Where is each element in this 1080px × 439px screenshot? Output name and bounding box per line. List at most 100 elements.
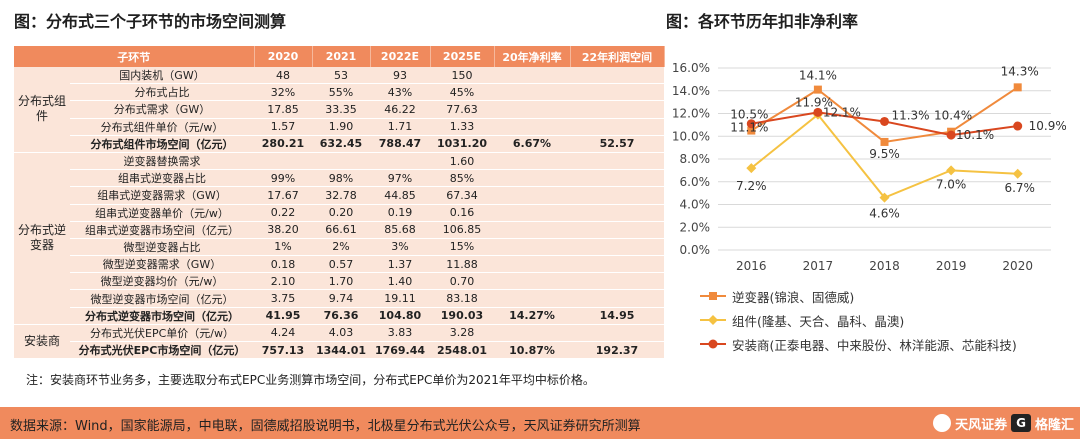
table-cell: 97%: [370, 169, 430, 188]
table-cell: 11.88: [430, 255, 494, 274]
table-cell: 98%: [312, 169, 370, 188]
row-label: 微型逆变器需求（GW）: [70, 255, 254, 274]
table-cell: 0.20: [312, 204, 370, 222]
row-label: 逆变器替换需求: [70, 152, 254, 171]
table-cell: 93: [370, 67, 430, 85]
table-row: 微型逆变器市场空间（亿元） 3.75 9.74 19.11 83.18: [14, 289, 664, 308]
table-cell: [494, 118, 570, 136]
table-cell: 45%: [430, 83, 494, 102]
data-label: 7.0%: [936, 177, 967, 191]
table-body: 分布式组件 国内装机（GW） 48 53 93 150 分布式占比 32% 55% 43% 45% 分…: [14, 67, 664, 360]
table-row: 微型逆变器占比 1% 2% 3% 15%: [14, 238, 664, 257]
table-cell: 4.03: [312, 324, 370, 343]
row-label: 组串式逆变器单价（元/w）: [70, 204, 254, 222]
table-cell: 66.61: [312, 221, 370, 239]
data-label: 6.7%: [1004, 181, 1034, 195]
row-label: 分布式占比: [70, 83, 254, 102]
data-label: 14.3%: [1001, 64, 1039, 78]
y-tick-label: 0.0%: [680, 243, 711, 257]
legend-label: 安装商(正泰电器、中来股份、林洋能源、芯能科技): [732, 337, 1017, 353]
y-tick-label: 8.0%: [680, 152, 711, 166]
table-row: 分布式组件 国内装机（GW） 48 53 93 150: [14, 67, 664, 153]
table-header-row: 子环节 2020 2021 2022E 2025E 20年净利率 22年利润空间: [14, 46, 665, 67]
table-cell: 67.34: [430, 186, 494, 205]
table-cell: 1031.20: [430, 135, 494, 153]
table-cell: 1.71: [370, 118, 430, 136]
header-cell: 子环节: [14, 46, 255, 67]
header-cell: 22年利润空间: [570, 46, 665, 67]
table-cell: 32%: [254, 83, 312, 102]
table-cell: 280.21: [254, 135, 312, 153]
table-cell: 32.78: [312, 186, 370, 205]
table-cell: [494, 238, 570, 257]
table-row: 安装商 分布式光伏EPC单价（元/w） 4.24 4.03 3.83 3.28: [14, 324, 664, 360]
table-cell: [494, 67, 570, 85]
x-tick-label: 2020: [1002, 259, 1033, 273]
data-point: [880, 116, 889, 126]
table-cell: 1.57: [254, 118, 312, 136]
net-margin-line-chart: 0.0% 2.0% 4.0% 6.0% 8.0% 10.0% 12.0% 14.0% 16.0%…: [672, 61, 1066, 273]
table-cell: 52.57: [570, 135, 664, 153]
row-label: 组串式逆变器占比: [70, 169, 254, 188]
table-row: 微型逆变器需求（GW） 0.18 0.57 1.37 11.88: [14, 255, 664, 274]
table-cell: 0.70: [430, 272, 494, 291]
table-cell: 0.16: [430, 204, 494, 222]
legend-swatch-icon: [700, 292, 726, 300]
table-cell: [570, 67, 664, 85]
table-cell: 2%: [312, 238, 370, 257]
table-cell: [570, 289, 664, 308]
table-cell: [570, 238, 664, 257]
table-cell: [570, 169, 664, 188]
y-tick-label: 10.0%: [672, 129, 710, 143]
table-cell: [494, 255, 570, 274]
data-point: [813, 85, 822, 94]
tf-logo-icon: [933, 414, 952, 432]
table-cell: 17.67: [254, 186, 312, 205]
group-label: 安装商: [14, 324, 70, 360]
table-cell: [494, 100, 570, 119]
x-tick-label: 2019: [936, 259, 967, 273]
table-cell: [494, 169, 570, 188]
table-cell: 77.63: [430, 100, 494, 119]
table-cell: 76.36: [312, 307, 370, 325]
table-cell: 10.87%: [494, 341, 570, 360]
table-cell: 106.85: [430, 221, 494, 239]
table-cell: 14.95: [570, 307, 664, 325]
chart-title: 图：各环节历年扣非净利率: [666, 12, 859, 31]
data-point: [747, 126, 756, 135]
table-row: 分布式逆变器市场空间（亿元） 41.95 76.36 104.80 190.03 14.2…: [14, 307, 664, 325]
data-label: 11.9%: [795, 96, 833, 110]
data-label: 7.2%: [736, 179, 767, 193]
footer-bar: 数据来源：Wind，国家能源局，中电联，固德威招股说明书，北极星分布式光伏公众号…: [0, 407, 1080, 439]
gelonghui-mark: G: [1011, 414, 1031, 432]
table-cell: 757.13: [254, 341, 312, 360]
data-point: [879, 192, 890, 203]
y-tick-label: 2.0%: [680, 220, 711, 234]
table-row: 微型逆变器均价（元/w） 2.10 1.70 1.40 0.70: [14, 272, 664, 291]
table-cell: 1%: [254, 238, 312, 257]
table-cell: 1.37: [370, 255, 430, 274]
table-cell: 19.11: [370, 289, 430, 308]
table-cell: 33.35: [312, 100, 370, 119]
data-point: [746, 163, 757, 174]
table-row: 组串式逆变器需求（GW） 17.67 32.78 44.85 67.34: [14, 186, 664, 205]
table-row: 分布式占比 32% 55% 43% 45%: [14, 83, 664, 102]
y-tick-label: 4.0%: [680, 198, 711, 212]
data-label: 11.1%: [730, 121, 768, 135]
table-cell: 15%: [430, 238, 494, 257]
legend-swatch-icon: [700, 315, 726, 325]
table-cell: 53: [312, 67, 370, 85]
x-tick-label: 2016: [736, 259, 767, 273]
table-cell: 55%: [312, 83, 370, 102]
table-cell: 632.45: [312, 135, 370, 153]
y-tick-label: 14.0%: [672, 84, 710, 98]
table-cell: [494, 324, 570, 343]
table-cell: [312, 152, 370, 171]
row-label: 分布式逆变器市场空间（亿元）: [70, 307, 254, 325]
legend-label: 逆变器(锦浪、固德威): [732, 289, 855, 305]
table-cell: [494, 221, 570, 239]
table-cell: [494, 83, 570, 102]
table-cell: 17.85: [254, 100, 312, 119]
table-cell: 1.70: [312, 272, 370, 291]
table-row: 组串式逆变器单价（元/w） 0.22 0.20 0.19 0.16: [14, 204, 664, 222]
